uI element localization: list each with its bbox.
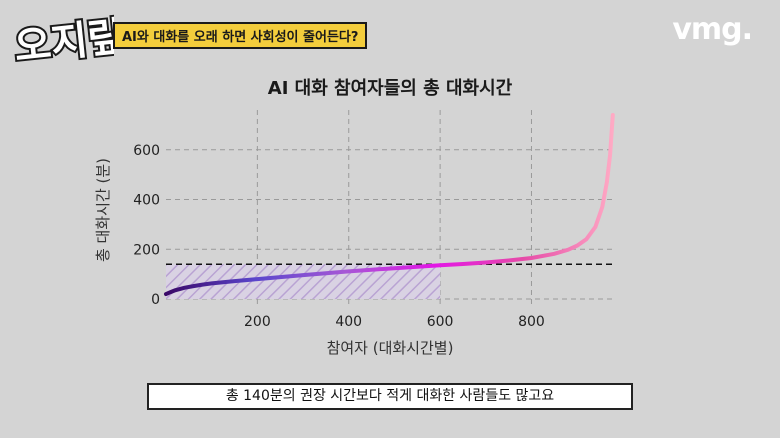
data-curve — [164, 113, 615, 297]
chart-title: AI 대화 참여자들의 총 대화시간 — [268, 78, 513, 99]
brand-logo: vmg. — [672, 12, 753, 47]
x-tick-label: 200 — [244, 314, 271, 330]
y-tick-label: 600 — [133, 143, 160, 159]
x-tick-label: 600 — [427, 314, 454, 330]
subtitle-caption: 총 140분의 권장 시간보다 적게 대화한 사람들도 많고요 — [147, 383, 633, 410]
x-tick-labels: 200 400 600 800 — [244, 314, 545, 330]
y-axis-label: 총 대화시간 (분) — [94, 158, 112, 262]
topic-banner: AI와 대화를 오래 하면 사회성이 줄어든다? — [113, 22, 368, 49]
y-tick-label: 200 — [133, 242, 160, 258]
x-tick-label: 400 — [335, 314, 362, 330]
x-axis-label: 참여자 (대화시간별) — [327, 339, 454, 357]
x-tick-label: 800 — [518, 314, 545, 330]
show-logo: 오지랖 — [10, 10, 129, 73]
y-tick-label: 400 — [133, 193, 160, 209]
y-tick-label: 0 — [151, 292, 160, 308]
y-tick-labels: 0 200 400 600 — [133, 143, 160, 308]
